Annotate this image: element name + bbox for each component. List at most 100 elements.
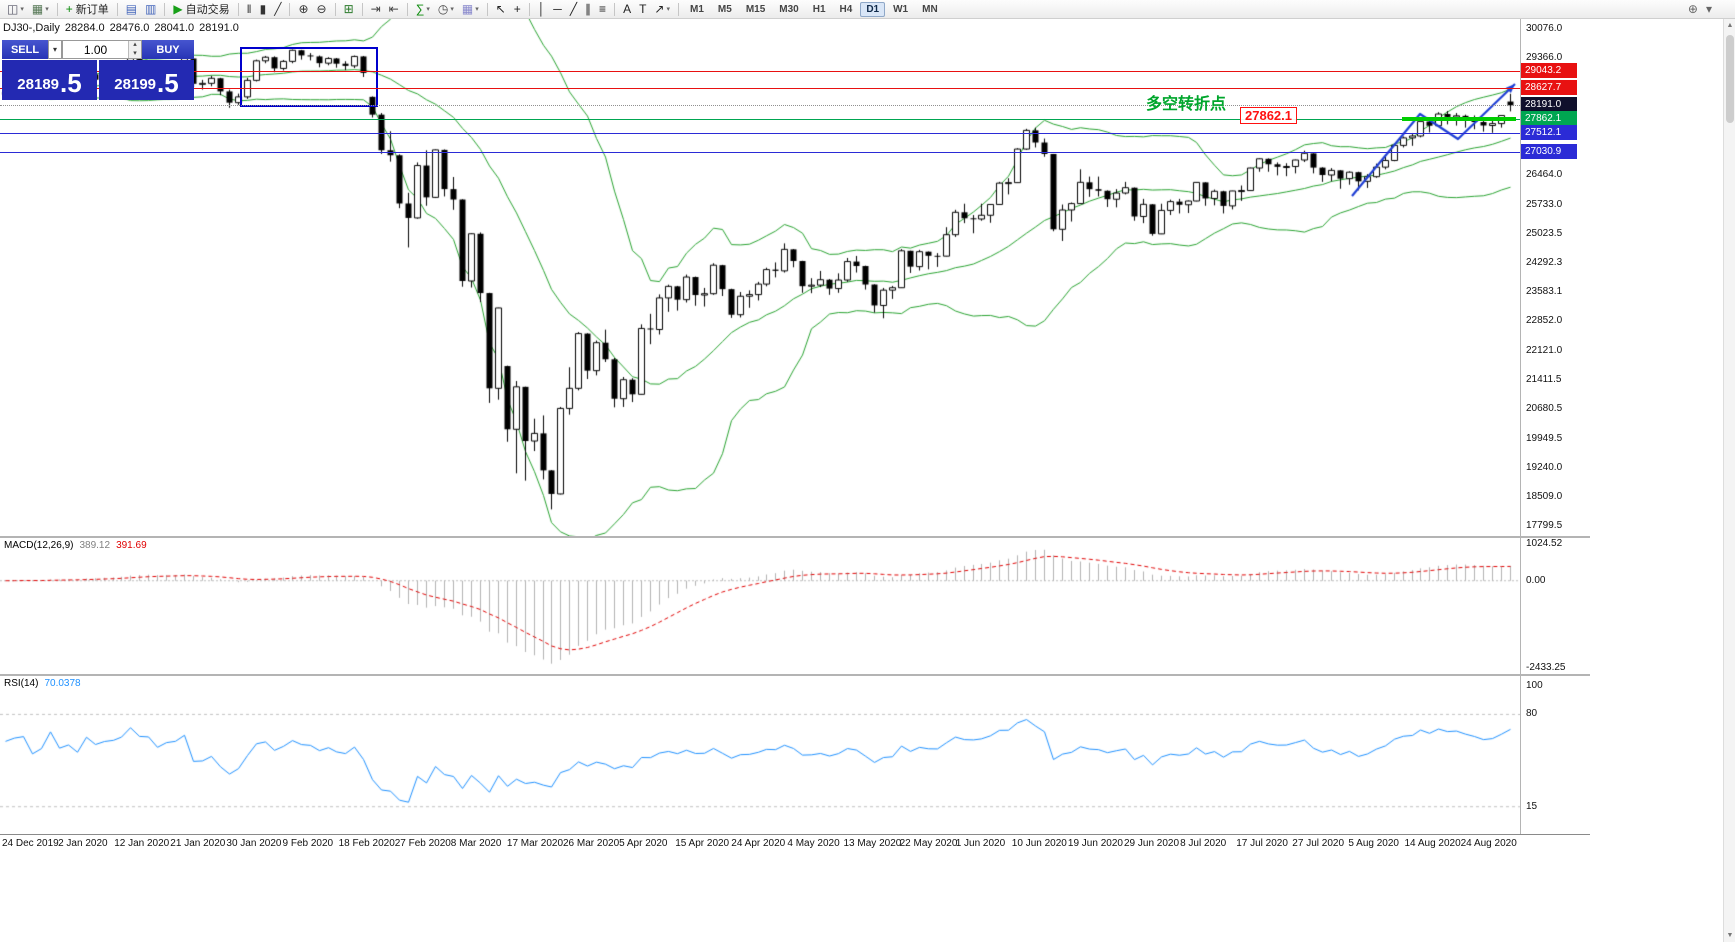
timeframe-m1-button[interactable]: M1	[690, 3, 704, 15]
bar-chart-button[interactable]: ‖	[243, 1, 256, 18]
rsi-axis-label: 80	[1526, 708, 1538, 720]
time-axis-label: 4 May 2020	[787, 838, 840, 849]
scrollbar-thumb[interactable]	[1726, 35, 1734, 123]
timeframe-m5-button[interactable]: M5	[717, 3, 732, 15]
price-chart-canvas[interactable]	[0, 19, 1520, 536]
periods-button[interactable]: ◷ ▾	[434, 1, 458, 18]
scroll-down-button[interactable]: ▼	[1724, 932, 1735, 939]
price-axis-label: 30076.0	[1526, 23, 1563, 34]
line-chart-icon: ╱	[274, 2, 282, 16]
time-axis-border	[0, 834, 1590, 835]
timeframe-h4-button[interactable]: H4	[839, 3, 853, 15]
scroll-up-button[interactable]: ▲	[1724, 22, 1735, 29]
macd-rsi-splitter[interactable]	[0, 674, 1590, 676]
timeframe-d1-button[interactable]: D1	[860, 1, 886, 17]
line-chart-button[interactable]: ╱	[270, 1, 285, 18]
indicators-button[interactable]: ∑ ▾	[412, 1, 434, 18]
text-label-button[interactable]: T	[635, 1, 650, 18]
vertical-scrollbar[interactable]: ▲ ▼	[1723, 19, 1735, 942]
chart-shift-button[interactable]: ⇤	[385, 1, 403, 18]
symbol-period-label: DJ30-,Daily	[3, 22, 60, 34]
rectangle-drawing[interactable]	[240, 47, 378, 107]
time-axis-label: 15 Apr 2020	[675, 838, 730, 849]
macd-axis-label: -2433.25	[1526, 662, 1566, 673]
new-chart-button[interactable]: ◫ ▾	[3, 1, 28, 18]
auto-trading-button[interactable]: ▶ 自动交易	[169, 1, 233, 18]
zoom-in-icon: ⊕	[298, 2, 309, 16]
macd-main-value: 389.12	[79, 540, 111, 551]
price-tag-27862.1: 27862.1	[1521, 111, 1577, 126]
templates-button[interactable]: ▦ ▾	[458, 1, 483, 18]
new-order-button[interactable]: + 新订单	[62, 1, 113, 18]
horizontal-line-29043.2[interactable]	[0, 71, 1520, 72]
timeframe-w1-button[interactable]: W1	[893, 3, 909, 15]
caret-down-icon: ▾	[133, 49, 137, 57]
market-watch-button[interactable]: ▤	[122, 1, 141, 18]
sell-price-main: 28189	[17, 76, 60, 93]
timeframe-mn-button[interactable]: MN	[922, 3, 938, 15]
timeframe-h1-button[interactable]: H1	[812, 3, 826, 15]
tile-windows-button[interactable]: ⊞	[340, 1, 358, 18]
timeframe-toolbar: M1 M5 M15 M30 H1 H4 D1 W1 MN	[683, 0, 945, 19]
market-watch-icon: ▤	[125, 2, 138, 16]
buy-price[interactable]: 28199.5	[99, 60, 194, 100]
text-button[interactable]: A	[619, 1, 635, 18]
time-axis-label: 2 Jan 2020	[58, 838, 108, 849]
time-axis-label: 8 Jul 2020	[1180, 838, 1227, 849]
profiles-button[interactable]: ▦ ▾	[28, 1, 53, 18]
zoom-in-button[interactable]: ⊕	[294, 1, 312, 18]
timeframe-m15-button[interactable]: M15	[745, 3, 766, 15]
rsi-panel-canvas[interactable]	[0, 676, 1520, 834]
clock-icon: ◷	[437, 2, 449, 16]
toolbar-separator	[164, 2, 166, 16]
volume-dropdown-button[interactable]: ▾	[48, 40, 62, 59]
vertical-line-button[interactable]: │	[534, 1, 550, 18]
buy-button[interactable]: BUY	[142, 40, 194, 59]
close-value: 28191.0	[199, 22, 239, 34]
volume-decrease-button[interactable]: ▾	[129, 49, 141, 58]
horizontal-line-28191.0[interactable]	[0, 105, 1520, 106]
candlestick-chart-button[interactable]: ▮	[256, 1, 271, 18]
turning-point-annotation[interactable]: 多空转折点	[1146, 96, 1227, 113]
caret-down-icon: ▾	[52, 45, 57, 54]
main-macd-splitter[interactable]	[0, 536, 1590, 538]
horizontal-line-27512.1[interactable]	[0, 133, 1520, 134]
support-segment-drawing[interactable]	[1402, 117, 1516, 121]
price-axis-label: 17799.5	[1526, 519, 1563, 531]
caret-down-icon: ▾	[45, 6, 49, 13]
channel-button[interactable]: ∥	[581, 1, 595, 18]
volume-increase-button[interactable]: ▴	[129, 41, 141, 50]
sell-price[interactable]: 28189.5	[2, 60, 97, 100]
horizontal-line-27862.1[interactable]	[0, 119, 1520, 120]
zoom-out-button[interactable]: ⊖	[313, 1, 331, 18]
horizontal-line-button[interactable]: ─	[549, 1, 566, 18]
sell-button[interactable]: SELL	[2, 40, 48, 59]
fibonacci-button[interactable]: ≡	[595, 1, 610, 18]
toolbar-right: ⊕ ▾	[1684, 0, 1716, 19]
price-axis-label: 29366.0	[1526, 51, 1563, 63]
arrows-button[interactable]: ↗ ▾	[650, 1, 674, 18]
horizontal-line-27030.9[interactable]	[0, 152, 1520, 153]
toolbar-separator	[486, 2, 488, 16]
macd-panel-canvas[interactable]	[0, 538, 1520, 674]
level-price-label[interactable]: 27862.1	[1240, 107, 1297, 124]
timeframe-m30-button[interactable]: M30	[779, 3, 799, 15]
horizontal-line-28627.7[interactable]	[0, 88, 1520, 89]
search-button[interactable]: ⊕	[1684, 1, 1702, 18]
caret-down-icon: ▾	[426, 6, 430, 13]
price-axis-label: 20680.5	[1526, 403, 1563, 415]
time-axis-label: 22 May 2020	[899, 838, 958, 849]
auto-scroll-button[interactable]: ⇥	[367, 1, 385, 18]
crosshair-button[interactable]: +	[510, 1, 525, 18]
volume-input[interactable]	[63, 41, 128, 58]
chart-shift-icon: ⇤	[388, 2, 399, 16]
navigator-button[interactable]: ▥	[141, 1, 160, 18]
caret-down-icon: ▾	[1705, 2, 1712, 16]
price-tag-29043.2: 29043.2	[1521, 63, 1577, 78]
time-axis-label: 29 Jun 2020	[1124, 838, 1180, 849]
toolbar-options-button[interactable]: ▾	[1702, 1, 1716, 18]
trendline-button[interactable]: ╱	[566, 1, 581, 18]
cursor-button[interactable]: ↖	[492, 1, 510, 18]
candlestick-icon: ▮	[259, 2, 267, 16]
